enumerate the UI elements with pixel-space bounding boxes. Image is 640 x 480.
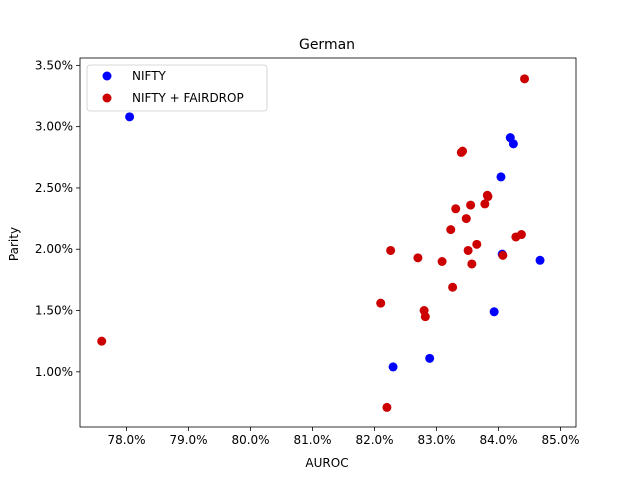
data-point-series-1 (483, 192, 493, 202)
x-tick-label: 82.0% (355, 433, 393, 447)
data-point-series-0 (489, 307, 499, 317)
data-point-series-1 (463, 245, 473, 255)
data-point-series-1 (446, 225, 456, 235)
data-point-series-1 (437, 257, 447, 267)
data-point-series-1 (472, 239, 482, 249)
y-tick-label: 1.00% (35, 365, 73, 379)
data-point-series-1 (466, 200, 476, 210)
data-point-series-1 (458, 146, 468, 156)
legend-box (86, 64, 268, 112)
data-point-series-1 (480, 199, 490, 209)
data-point-series-1 (420, 312, 430, 322)
x-tick-label: 84.0% (479, 433, 517, 447)
chart-title: German (299, 37, 355, 53)
x-tick-label: 85.0% (541, 433, 579, 447)
data-point-series-1 (516, 230, 526, 240)
y-tick-label: 3.50% (35, 58, 73, 72)
legend-label-series-1: NIFTY + FAIRDROP (132, 91, 244, 105)
data-point-series-1 (467, 259, 477, 269)
points-layer (97, 74, 545, 412)
x-tick-label: 81.0% (293, 433, 331, 447)
data-point-series-1 (413, 253, 423, 263)
y-tick-label: 3.00% (35, 120, 73, 134)
data-point-series-1 (461, 214, 471, 224)
x-tick-label: 78.0% (107, 433, 145, 447)
x-axis-title: AUROC (305, 456, 348, 470)
data-point-series-1 (498, 250, 508, 260)
y-tick-label: 2.50% (35, 181, 73, 195)
data-point-series-1 (382, 402, 392, 412)
legend-marker-series-0 (102, 71, 112, 81)
plot-area-frame (79, 57, 577, 428)
data-point-series-0 (388, 362, 398, 372)
data-point-series-1 (451, 204, 461, 214)
data-point-series-0 (425, 353, 435, 363)
x-tick-label: 79.0% (169, 433, 207, 447)
legend-marker-series-1 (102, 93, 112, 103)
data-point-series-1 (376, 298, 386, 308)
data-point-series-1 (386, 245, 396, 255)
legend-label-series-0: NIFTY (132, 69, 167, 83)
y-axis-title: Parity (7, 227, 21, 261)
x-axis: 78.0% 79.0% 80.0% 81.0% 82.0% 83.0% 84.0% 85.0% (107, 427, 580, 447)
y-tick-label: 2.00% (35, 242, 73, 256)
data-point-series-1 (97, 336, 107, 346)
data-point-series-0 (535, 255, 545, 265)
data-point-series-1 (520, 74, 530, 84)
y-axis: 1.00% 1.50% 2.00% 2.50% 3.00% 3.50% (35, 58, 80, 379)
y-tick-label: 1.50% (35, 304, 73, 318)
x-tick-label: 80.0% (231, 433, 269, 447)
data-point-series-0 (496, 172, 506, 182)
data-point-series-1 (448, 282, 458, 292)
data-point-series-0 (125, 112, 135, 122)
legend: NIFTY NIFTY + FAIRDROP (86, 64, 268, 112)
data-point-series-0 (508, 139, 518, 149)
x-tick-label: 83.0% (417, 433, 455, 447)
